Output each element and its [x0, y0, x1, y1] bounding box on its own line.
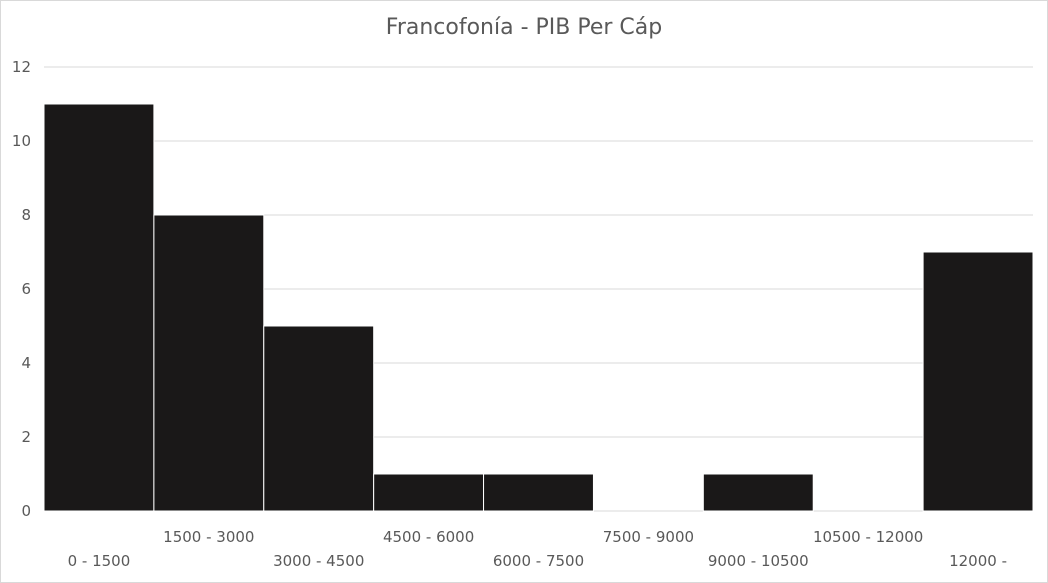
x-tick-label: 4500 - 6000	[383, 528, 474, 546]
x-tick-label: 1500 - 3000	[163, 528, 254, 546]
y-tick-label: 6	[21, 280, 31, 298]
x-tick-label: 3000 - 4500	[273, 552, 364, 570]
y-tick-label: 12	[12, 58, 31, 76]
y-axis-tick-labels: 0 2 4 6 8 10 12	[12, 58, 31, 520]
bar	[373, 473, 485, 512]
bar	[483, 473, 594, 512]
x-tick-label: 0 - 1500	[68, 552, 131, 570]
x-tick-label: 9000 - 10500	[708, 552, 809, 570]
y-tick-label: 10	[12, 132, 31, 150]
chart-title: Francofonía - PIB Per Cáp	[385, 15, 663, 40]
y-tick-label: 4	[21, 354, 31, 372]
bar	[922, 251, 1034, 512]
x-tick-label: 12000 -	[949, 552, 1007, 570]
x-tick-label: 6000 - 7500	[493, 552, 584, 570]
x-tick-label: 7500 - 9000	[603, 528, 694, 546]
bar	[153, 214, 265, 512]
bar	[702, 473, 814, 512]
bars	[43, 103, 1034, 512]
x-tick-label: 10500 - 12000	[813, 528, 923, 546]
x-axis-tick-labels: 0 - 1500 1500 - 3000 3000 - 4500 4500 - 600…	[68, 528, 1007, 570]
y-tick-label: 0	[21, 502, 31, 520]
y-tick-label: 2	[21, 428, 31, 446]
y-tick-label: 8	[21, 206, 31, 224]
bar	[43, 103, 155, 512]
bar	[263, 325, 375, 512]
